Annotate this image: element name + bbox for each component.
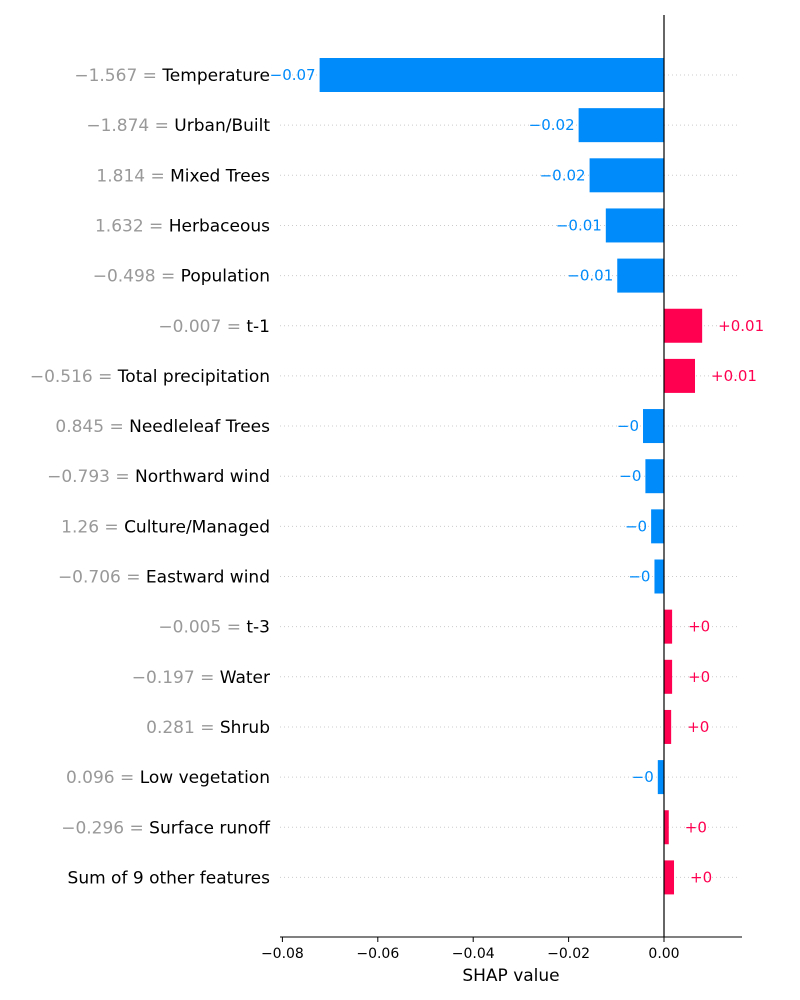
feature-name: Temperature — [161, 66, 270, 86]
feature-label: −1.567 = Temperature — [74, 66, 270, 86]
feature-value: −0.498 = — [93, 267, 176, 287]
feature-label: 0.281 = Shrub — [146, 718, 270, 738]
x-tick-label: −0.06 — [356, 946, 399, 962]
x-axis-title: SHAP value — [462, 966, 559, 986]
feature-name: t-3 — [246, 618, 270, 638]
feature-label: 0.845 = Needleleaf Trees — [55, 417, 270, 437]
value-label: −0 — [625, 517, 647, 535]
value-label: +0.01 — [718, 317, 764, 335]
bar-northward-wind — [645, 459, 664, 494]
value-label: −0 — [628, 568, 650, 586]
bar-temperature — [319, 58, 664, 92]
value-label: −0.02 — [529, 116, 575, 134]
feature-name: Herbaceous — [169, 216, 270, 236]
feature-label: −1.874 = Urban/Built — [86, 116, 270, 136]
bar-needleleaf-trees — [643, 409, 664, 444]
feature-value: 0.281 = — [146, 718, 214, 738]
value-label: −0.07 — [270, 66, 316, 84]
feature-label: Sum of 9 other features — [68, 868, 271, 888]
x-tick-label: 0.00 — [648, 946, 679, 962]
feature-name: Population — [181, 267, 270, 287]
value-label: −0.01 — [556, 216, 602, 234]
feature-name: Sum of 9 other features — [68, 868, 271, 888]
feature-name: Total precipitation — [117, 367, 270, 387]
feature-name: Eastward wind — [146, 568, 270, 588]
value-label: +0 — [687, 718, 709, 736]
x-axis-ticks: −0.08 −0.06 −0.04 −0.02 0.00 — [261, 937, 680, 962]
x-tick-label: −0.04 — [452, 946, 495, 962]
feature-value: 1.632 = — [95, 216, 163, 236]
feature-label: −0.516 = Total precipitation — [30, 367, 270, 387]
bar-herbaceous — [605, 208, 664, 243]
bar-population — [617, 258, 664, 293]
feature-label: −0.706 = Eastward wind — [58, 568, 270, 588]
value-label: −0.02 — [540, 166, 586, 184]
feature-name: Low vegetation — [140, 768, 270, 788]
bar-shrub — [664, 709, 672, 744]
feature-name: Shrub — [220, 718, 270, 738]
feature-name: Culture/Managed — [124, 517, 270, 537]
feature-label: 1.26 = Culture/Managed — [61, 517, 270, 537]
feature-name: Mixed Trees — [170, 166, 270, 186]
value-label: −0 — [632, 768, 654, 786]
feature-label: 1.814 = Mixed Trees — [96, 166, 270, 186]
bar-mixed-trees — [589, 158, 664, 193]
bar-total-precipitation — [664, 358, 696, 393]
feature-label: 0.096 = Low vegetation — [66, 768, 270, 788]
feature-value: −1.567 = — [74, 66, 157, 86]
bar-low-vegetation — [657, 760, 664, 795]
bars — [319, 58, 703, 895]
feature-value: −0.516 = — [30, 367, 113, 387]
value-label: −0 — [617, 417, 639, 435]
bar-surface-runoff — [664, 810, 669, 845]
value-label: +0 — [688, 668, 710, 686]
feature-label: −0.005 = t-3 — [158, 618, 270, 638]
bar-t-1 — [664, 308, 703, 343]
feature-label: 1.632 = Herbaceous — [95, 216, 270, 236]
bar-culture-managed — [651, 509, 664, 544]
feature-value: 0.845 = — [55, 417, 123, 437]
value-labels: −0.07 −0.02 −0.02 −0.01 −0.01 +0.01 +0.01 −0 −0 −… — [270, 66, 764, 886]
bar-urban-built — [578, 108, 664, 143]
feature-value: −0.005 = — [158, 618, 241, 638]
feature-value: −0.197 = — [132, 668, 215, 688]
feature-value: −0.706 = — [58, 568, 141, 588]
feature-value: 0.096 = — [66, 768, 134, 788]
value-label: +0 — [690, 868, 712, 886]
bar-t-3 — [664, 609, 673, 644]
feature-value: 1.814 = — [96, 166, 164, 186]
feature-label: −0.007 = t-1 — [158, 317, 270, 337]
feature-name: Needleleaf Trees — [129, 417, 270, 437]
value-label: +0 — [685, 818, 707, 836]
grid-lines — [280, 74, 740, 878]
feature-value: −0.793 = — [47, 467, 130, 487]
feature-name: Urban/Built — [174, 116, 270, 136]
feature-name: Northward wind — [135, 467, 270, 487]
x-tick-label: −0.08 — [261, 946, 304, 962]
feature-label: −0.793 = Northward wind — [47, 467, 270, 487]
feature-label: −0.296 = Surface runoff — [61, 818, 271, 838]
value-label: +0.01 — [711, 367, 757, 385]
bar-eastward-wind — [654, 559, 664, 594]
value-label: −0.01 — [567, 267, 613, 285]
feature-value: −1.874 = — [86, 116, 169, 136]
feature-value: 1.26 = — [61, 517, 119, 537]
feature-name: Surface runoff — [149, 818, 271, 838]
value-label: +0 — [688, 618, 710, 636]
feature-value: −0.007 = — [158, 317, 241, 337]
feature-value: −0.296 = — [61, 818, 144, 838]
bar-sum-of-9-other-features — [664, 860, 675, 895]
feature-label: −0.197 = Water — [132, 668, 270, 688]
feature-name: t-1 — [246, 317, 270, 337]
value-label: −0 — [619, 467, 641, 485]
bar-water — [664, 659, 673, 694]
feature-name: Water — [220, 668, 270, 688]
x-tick-label: −0.02 — [547, 946, 590, 962]
feature-labels: −1.567 = Temperature −1.874 = Urban/Built… — [30, 66, 271, 888]
feature-label: −0.498 = Population — [93, 267, 270, 287]
